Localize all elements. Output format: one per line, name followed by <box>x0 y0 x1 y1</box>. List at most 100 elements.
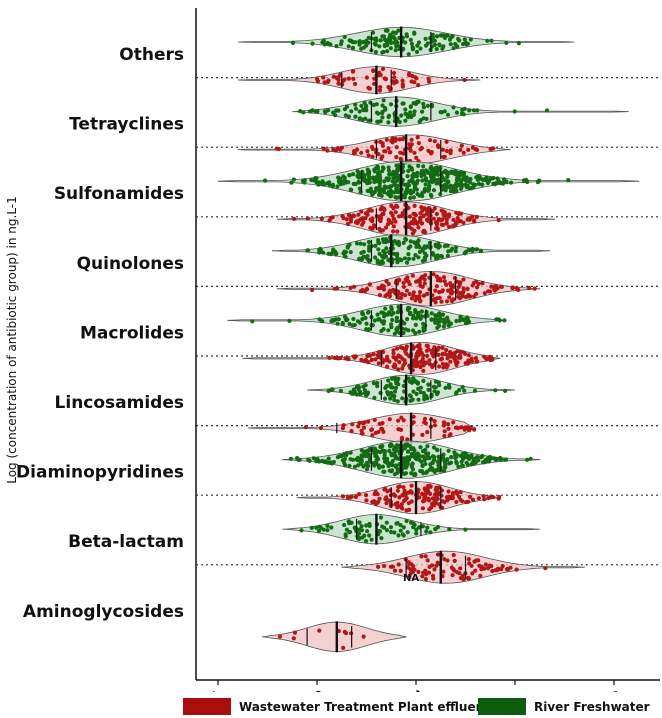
data-point <box>365 529 370 534</box>
data-point <box>404 518 409 524</box>
legend-label-wastewater: Wastewater Treatment Plant effluent <box>239 699 490 714</box>
data-point <box>442 317 447 322</box>
data-point <box>325 523 330 529</box>
data-point <box>408 110 413 115</box>
data-point <box>376 528 381 534</box>
data-point <box>336 77 341 83</box>
data-point <box>379 319 384 324</box>
data-point <box>444 299 450 304</box>
data-point <box>341 645 346 651</box>
data-point <box>386 165 391 170</box>
data-point <box>309 525 314 531</box>
data-point <box>354 384 359 389</box>
data-point <box>382 184 387 189</box>
data-point <box>336 108 341 113</box>
data-point <box>446 426 451 431</box>
data-point <box>482 291 487 296</box>
data-point <box>411 256 416 261</box>
data-point <box>465 315 470 320</box>
data-point <box>466 557 471 562</box>
data-point <box>416 40 422 45</box>
data-point <box>388 396 393 401</box>
data-point <box>422 258 428 263</box>
data-point <box>466 147 471 152</box>
data-point <box>434 284 439 289</box>
data-point <box>434 296 439 301</box>
data-point <box>406 501 411 506</box>
data-point <box>292 216 297 221</box>
data-point <box>409 137 414 142</box>
data-point <box>331 318 336 323</box>
data-point <box>502 318 507 323</box>
data-point <box>451 105 456 110</box>
data-point <box>372 223 377 228</box>
data-point <box>447 185 452 190</box>
data-point <box>344 217 349 222</box>
data-point <box>442 109 447 114</box>
data-point <box>423 491 428 496</box>
data-point <box>458 186 464 191</box>
data-point <box>374 461 379 466</box>
violin-aminoglycosides-wastewater-treatment-plant-effluent <box>262 621 407 653</box>
category-label-macrolides: Macrolides <box>80 323 184 343</box>
data-point <box>432 457 437 462</box>
data-point <box>406 490 411 495</box>
data-point <box>395 325 400 330</box>
data-point <box>367 327 372 332</box>
data-point <box>372 395 377 400</box>
data-point <box>478 176 483 181</box>
data-point <box>436 380 441 385</box>
data-point <box>416 255 421 260</box>
data-point <box>408 104 413 110</box>
data-point <box>409 490 414 495</box>
data-point <box>339 39 344 44</box>
data-point <box>499 284 504 289</box>
data-point <box>371 381 376 386</box>
data-point <box>444 348 449 353</box>
data-point <box>404 32 409 37</box>
data-point <box>436 492 441 497</box>
data-point <box>321 146 326 151</box>
data-point <box>510 285 515 290</box>
data-point <box>440 288 445 293</box>
data-point <box>322 80 327 85</box>
data-point <box>397 242 402 248</box>
data-point <box>423 182 428 187</box>
data-point <box>466 318 471 324</box>
data-point <box>429 311 434 316</box>
data-point <box>451 552 456 558</box>
data-point <box>344 631 349 636</box>
data-point <box>396 239 401 244</box>
data-point <box>406 279 411 284</box>
data-point <box>467 108 472 113</box>
data-point <box>398 568 403 574</box>
data-point <box>393 136 398 141</box>
data-point <box>291 177 296 182</box>
data-point <box>402 182 407 187</box>
data-point <box>404 351 409 356</box>
data-point <box>404 344 409 349</box>
data-point <box>413 322 418 327</box>
data-point <box>392 389 398 394</box>
data-point <box>359 46 364 51</box>
data-point <box>412 180 417 185</box>
data-point <box>335 321 340 326</box>
data-point <box>352 284 357 289</box>
data-point <box>364 103 369 108</box>
data-point <box>401 330 406 336</box>
data-point <box>499 567 504 572</box>
data-point <box>365 390 371 395</box>
data-point <box>503 388 508 393</box>
data-point <box>349 429 354 434</box>
data-point <box>426 387 431 392</box>
data-point <box>471 108 476 113</box>
data-point <box>390 376 395 381</box>
data-point <box>528 456 533 461</box>
data-point <box>373 50 378 55</box>
data-point <box>433 288 438 293</box>
data-point <box>392 472 397 477</box>
data-point <box>349 187 354 193</box>
data-point <box>394 44 399 49</box>
data-point <box>430 35 435 40</box>
data-point <box>385 49 390 54</box>
